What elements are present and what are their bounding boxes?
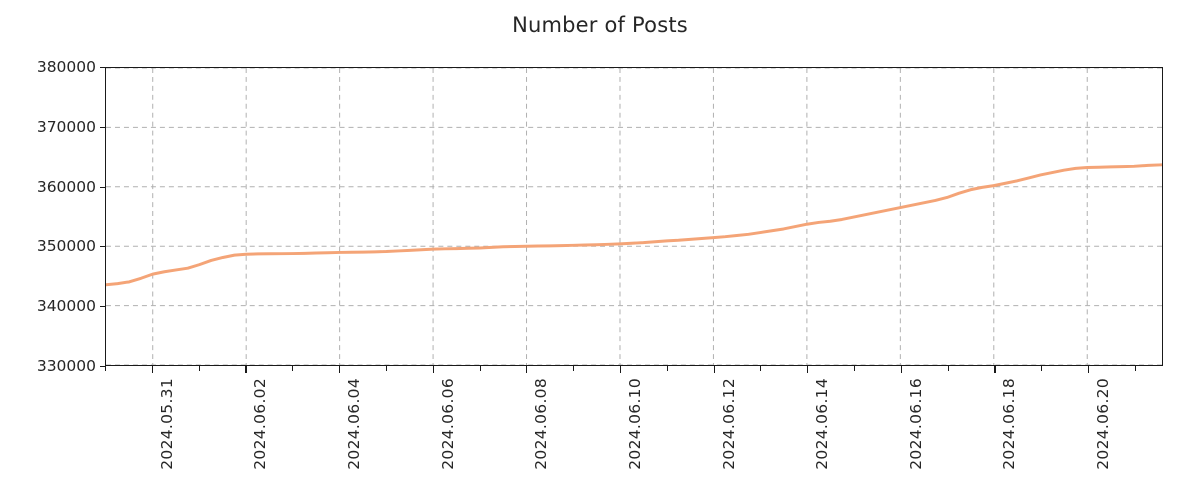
y-axis-tick-mark	[100, 306, 105, 308]
y-axis-tick-label: 370000	[36, 117, 96, 136]
x-axis-tick-label: 2024.06.18	[1000, 378, 1019, 470]
x-axis-tick-mark	[573, 366, 575, 371]
x-axis-tick-label: 2024.06.04	[345, 378, 364, 470]
x-axis-tick-mark	[198, 366, 200, 371]
x-axis-tick-mark	[947, 366, 949, 371]
x-axis-tick-label: 2024.06.12	[719, 378, 738, 470]
y-axis-tick-mark	[100, 246, 105, 248]
x-axis-tick-mark	[105, 366, 107, 371]
grid-lines	[106, 68, 1162, 365]
x-axis-tick-label: 2024.06.02	[251, 378, 270, 470]
x-axis-tick-mark	[807, 366, 809, 373]
x-axis-tick-label: 2024.06.20	[1094, 378, 1113, 470]
y-axis-tick-mark	[100, 366, 105, 368]
y-axis-tick-labels: 380000 370000 360000 350000 340000 330000	[0, 0, 96, 500]
x-axis-tick-marks	[105, 366, 1163, 374]
plot-area	[105, 67, 1163, 366]
series-line-number-of-posts	[106, 163, 1162, 287]
x-axis-tick-mark	[900, 366, 902, 373]
x-axis-tick-label: 2024.06.06	[438, 378, 457, 470]
chart-title: Number of Posts	[512, 13, 688, 37]
y-axis-tick-label: 330000	[36, 357, 96, 375]
x-axis-tick-mark	[760, 366, 762, 371]
x-axis-tick-mark	[479, 366, 481, 371]
x-axis-tick-mark	[292, 366, 294, 371]
y-axis-tick-label: 360000	[36, 177, 96, 196]
x-axis-tick-mark	[432, 366, 434, 373]
x-axis-tick-mark	[1134, 366, 1136, 371]
x-axis-tick-mark	[854, 366, 856, 371]
y-axis-tick-label: 340000	[36, 297, 96, 316]
y-axis-tick-mark	[100, 67, 105, 69]
y-axis-tick-label: 350000	[36, 237, 96, 256]
y-axis-tick-label: 380000	[36, 58, 96, 76]
x-axis-tick-mark	[339, 366, 341, 373]
x-axis-tick-mark	[1088, 366, 1090, 373]
x-axis-tick-label: 2024.06.16	[906, 378, 925, 470]
x-axis-tick-label: 2024.06.08	[532, 378, 551, 470]
x-axis-tick-mark	[385, 366, 387, 371]
x-axis-tick-mark	[666, 366, 668, 371]
x-axis-tick-mark	[151, 366, 153, 373]
x-axis-tick-label: 2024.05.31	[157, 378, 176, 470]
y-axis-tick-mark	[100, 186, 105, 188]
x-axis-tick-mark	[619, 366, 622, 373]
x-axis-tick-mark	[713, 366, 715, 373]
y-axis-tick-mark	[100, 126, 105, 128]
x-axis-tick-mark	[994, 366, 996, 373]
x-axis-tick-label: 2024.06.10	[625, 378, 644, 470]
x-axis-tick-label: 2024.06.14	[813, 378, 832, 470]
x-axis-tick-mark	[1041, 366, 1043, 371]
x-axis-tick-mark	[245, 366, 247, 373]
x-axis-tick-mark	[526, 366, 528, 373]
data-series-line	[106, 163, 1162, 287]
